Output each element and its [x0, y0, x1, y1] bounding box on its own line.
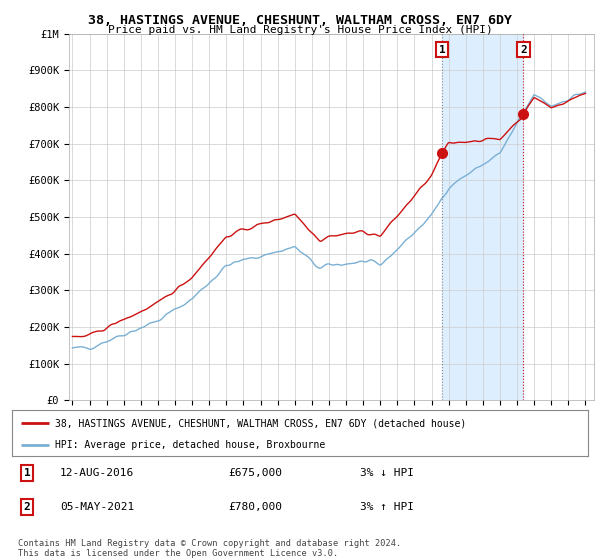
Text: £780,000: £780,000 [228, 502, 282, 512]
Text: Price paid vs. HM Land Registry's House Price Index (HPI): Price paid vs. HM Land Registry's House … [107, 25, 493, 35]
Text: 05-MAY-2021: 05-MAY-2021 [60, 502, 134, 512]
Text: £675,000: £675,000 [228, 468, 282, 478]
Text: 3% ↑ HPI: 3% ↑ HPI [360, 502, 414, 512]
Text: 38, HASTINGS AVENUE, CHESHUNT, WALTHAM CROSS, EN7 6DY: 38, HASTINGS AVENUE, CHESHUNT, WALTHAM C… [88, 14, 512, 27]
Text: 38, HASTINGS AVENUE, CHESHUNT, WALTHAM CROSS, EN7 6DY (detached house): 38, HASTINGS AVENUE, CHESHUNT, WALTHAM C… [55, 418, 466, 428]
Text: 2: 2 [23, 502, 31, 512]
Bar [442, 34, 523, 400]
Text: 1: 1 [439, 45, 446, 55]
Text: HPI: Average price, detached house, Broxbourne: HPI: Average price, detached house, Brox… [55, 440, 325, 450]
Text: 3% ↓ HPI: 3% ↓ HPI [360, 468, 414, 478]
Text: 12-AUG-2016: 12-AUG-2016 [60, 468, 134, 478]
Text: Contains HM Land Registry data © Crown copyright and database right 2024.
This d: Contains HM Land Registry data © Crown c… [18, 539, 401, 558]
Text: 2: 2 [520, 45, 527, 55]
Text: 1: 1 [23, 468, 31, 478]
